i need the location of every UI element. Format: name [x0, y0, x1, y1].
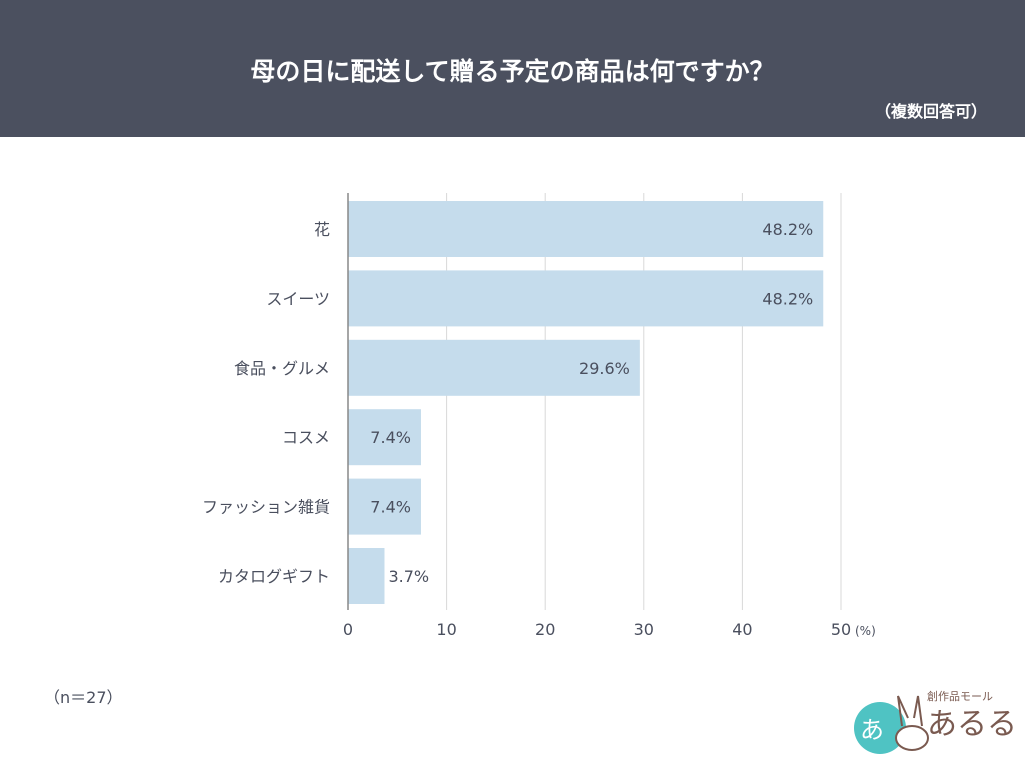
sample-size-note: （n＝27）	[44, 688, 123, 707]
category-label: スイーツ	[266, 289, 330, 308]
data-label: 48.2%	[762, 220, 813, 239]
bar	[348, 339, 640, 396]
x-tick-label: 20	[535, 620, 555, 639]
svg-text:創作品モール: 創作品モール	[927, 689, 993, 703]
x-tick-label: 40	[732, 620, 752, 639]
svg-text:あるる: あるる	[927, 707, 1017, 742]
bar	[348, 270, 824, 327]
bar	[348, 201, 824, 257]
svg-text:あ: あ	[860, 716, 884, 744]
x-tick-label: 50	[831, 620, 851, 639]
data-label: 7.4%	[370, 498, 411, 517]
header-banner: 母の日に配送して贈る予定の商品は何ですか？ （複数回答可）	[0, 0, 1025, 137]
x-tick-label: 30	[634, 620, 654, 639]
x-tick-label: 0	[343, 620, 353, 639]
category-label: 花	[314, 220, 330, 239]
chart-title: 母の日に配送して贈る予定の商品は何ですか？	[250, 57, 775, 86]
chart-subtitle: （複数回答可）	[874, 102, 987, 121]
aruru-logo: あ 創作品モール あるる	[852, 688, 1022, 760]
category-label: ファッション雑貨	[202, 498, 330, 517]
bar	[348, 478, 421, 535]
bar	[348, 548, 385, 604]
category-label: 食品・グルメ	[234, 359, 330, 378]
data-label: 3.7%	[388, 567, 429, 586]
data-label: 48.2%	[762, 289, 813, 308]
category-label: コスメ	[282, 428, 330, 447]
x-tick-label: 10	[436, 620, 456, 639]
category-label: カタログギフト	[218, 567, 330, 586]
x-axis-unit: (%)	[855, 624, 876, 638]
data-label: 7.4%	[370, 428, 411, 447]
data-label: 29.6%	[579, 359, 630, 378]
bar	[348, 409, 421, 466]
